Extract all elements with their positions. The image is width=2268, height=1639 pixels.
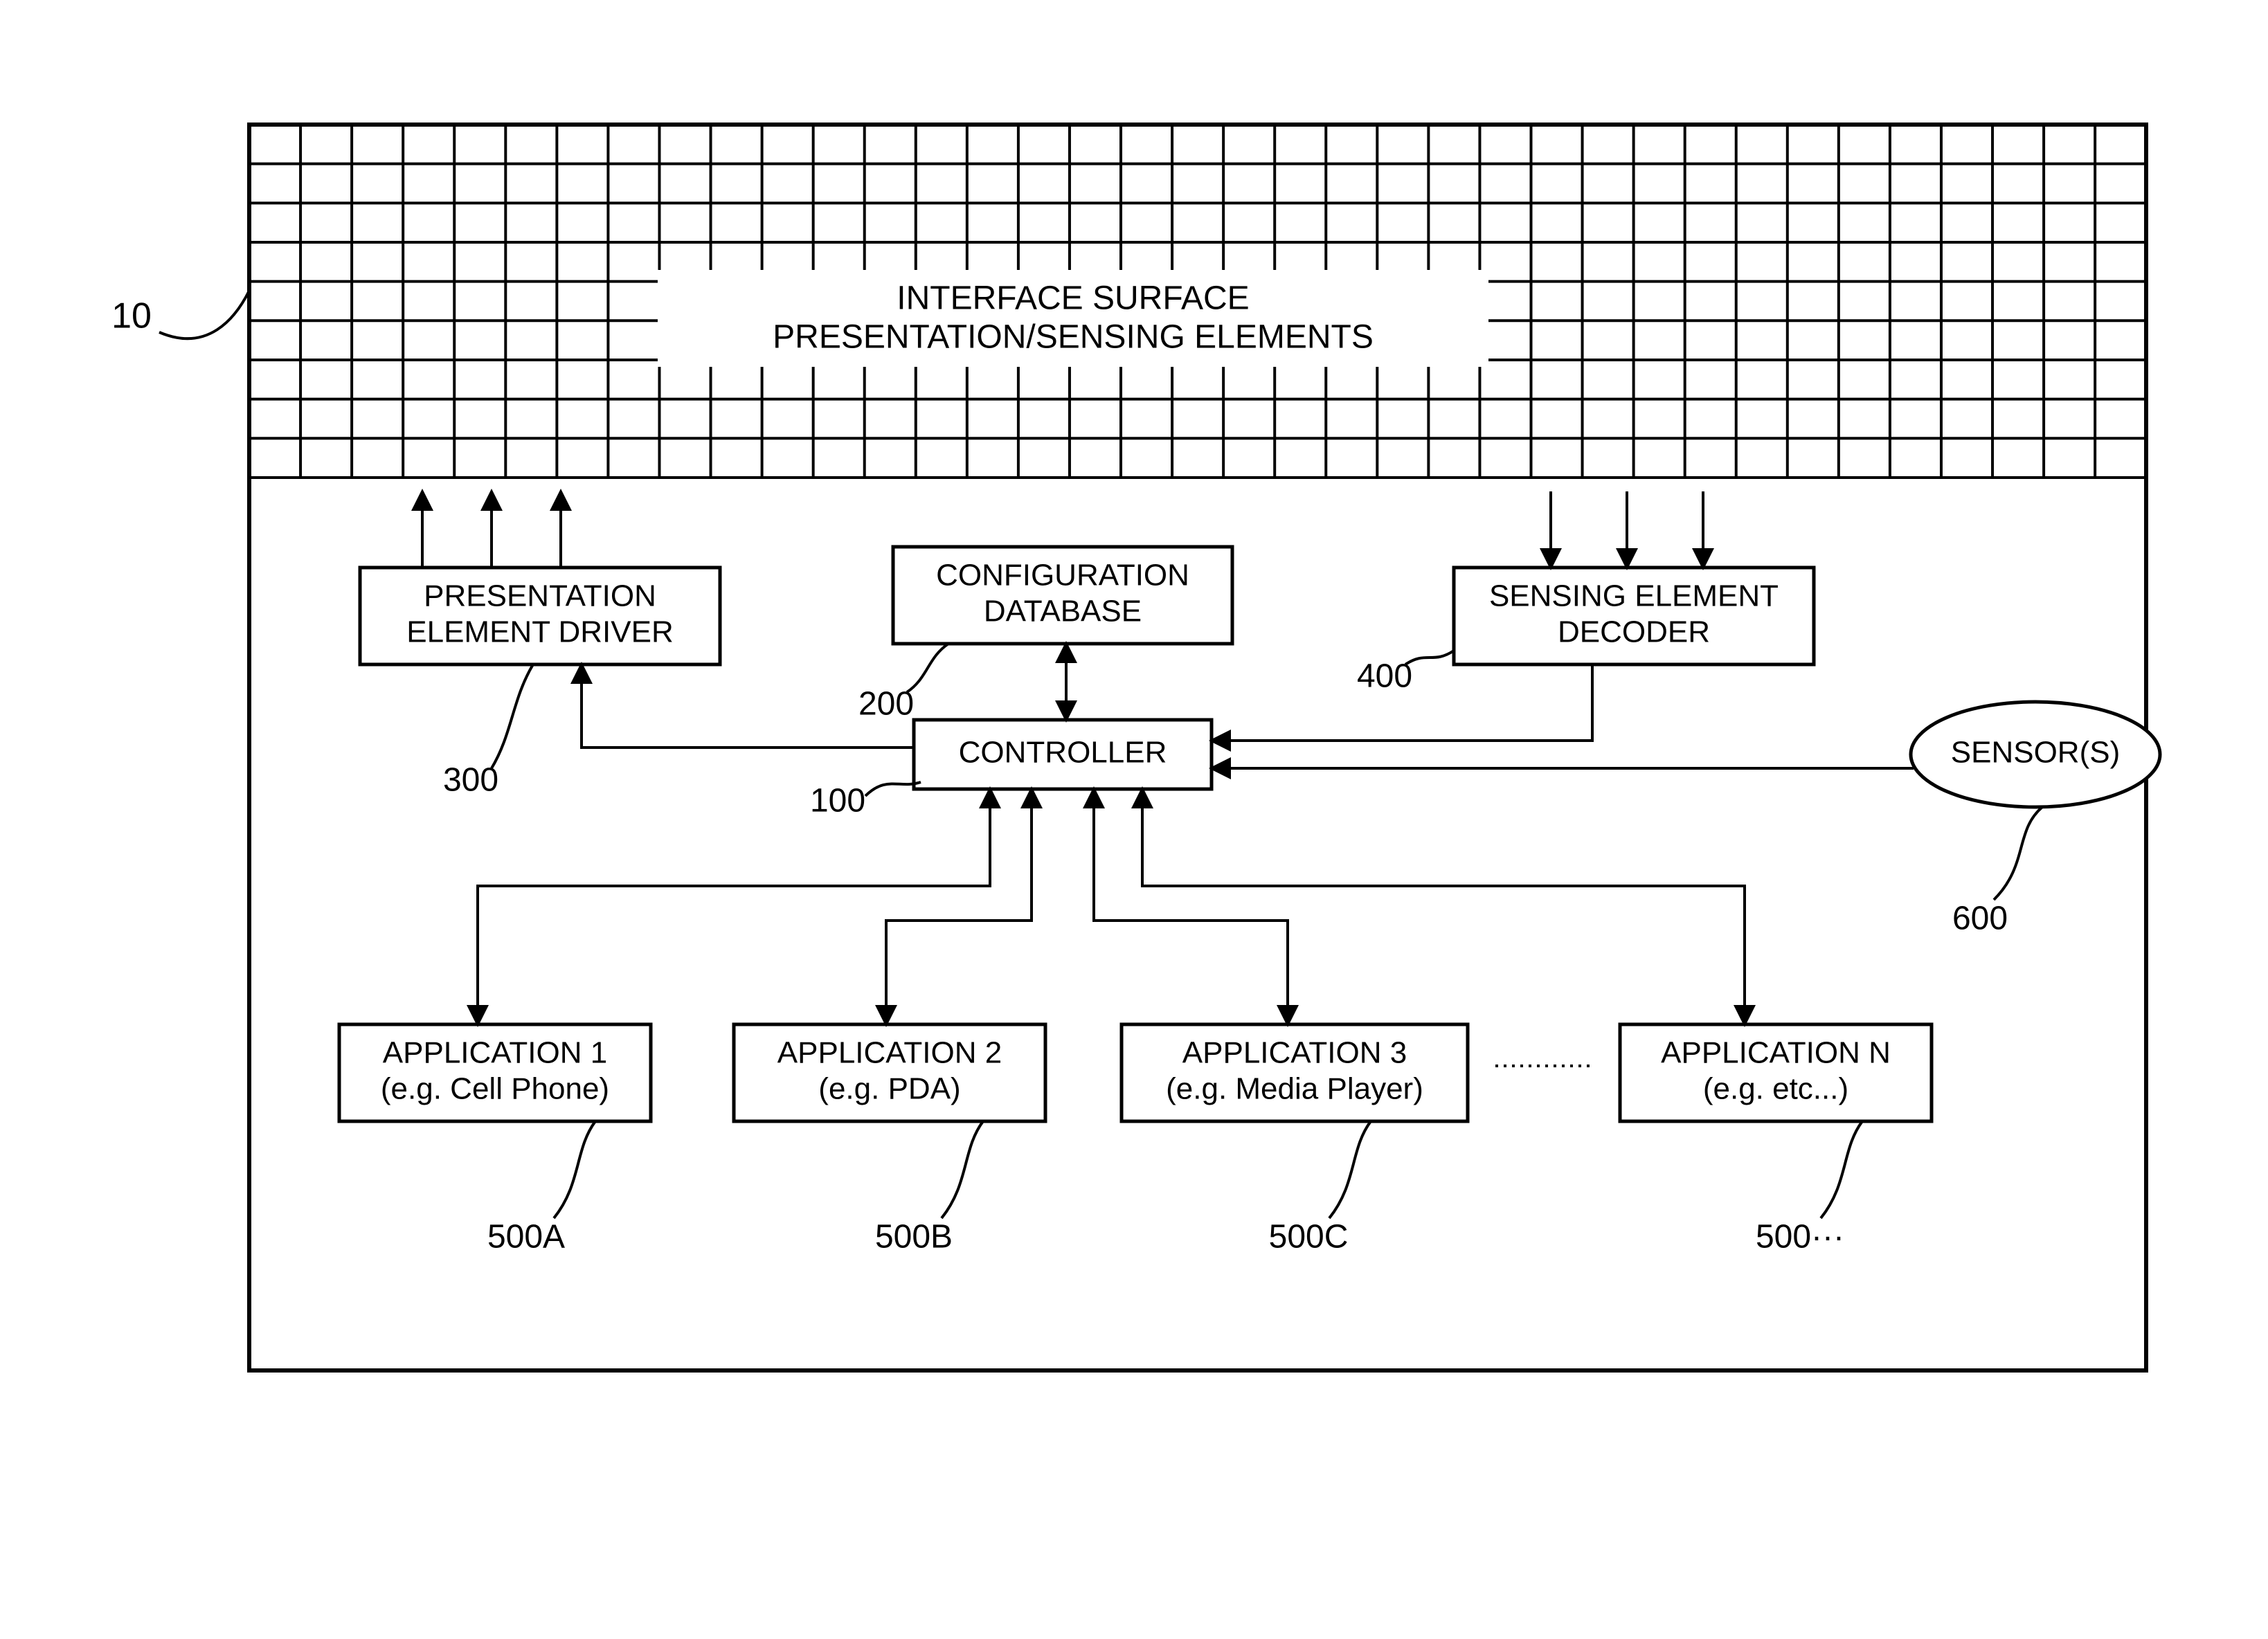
leader-500A <box>554 1121 595 1218</box>
node-app2-line1: (e.g. PDA) <box>818 1072 960 1106</box>
grid-title-line1: INTERFACE SURFACE <box>897 280 1249 317</box>
leader-10 <box>159 291 249 338</box>
node-driver-line1: ELEMENT DRIVER <box>406 615 674 649</box>
ref-num-500···: 500··· <box>1756 1219 1844 1256</box>
node-sensors-label: SENSOR(S) <box>1951 736 2120 770</box>
ref-label-10: 10 <box>111 296 152 336</box>
node-appn-line1: (e.g. etc...) <box>1703 1072 1848 1106</box>
leader-600 <box>1994 807 2042 900</box>
ref-num-100: 100 <box>810 783 865 820</box>
edge-ctrl_app3 <box>1094 789 1288 1024</box>
leader-300 <box>492 664 533 768</box>
ref-num-400: 400 <box>1357 658 1412 695</box>
leader-200 <box>907 644 948 692</box>
node-configdb-line0: CONFIGURATION <box>936 559 1189 592</box>
ref-num-200: 200 <box>858 686 914 723</box>
leader-500B <box>942 1121 983 1218</box>
grid-title-line2: PRESENTATION/SENSING ELEMENTS <box>773 319 1374 356</box>
node-app3-line1: (e.g. Media Player) <box>1166 1072 1423 1106</box>
leader-500N <box>1821 1121 1862 1218</box>
node-app3-line0: APPLICATION 3 <box>1182 1036 1407 1070</box>
ref-num-500C: 500C <box>1269 1219 1349 1256</box>
edge-ctrl_app2 <box>886 789 1032 1024</box>
ref-num-500B: 500B <box>875 1219 953 1256</box>
node-app1-line0: APPLICATION 1 <box>383 1036 607 1070</box>
edge-ctrl_app1 <box>478 789 990 1024</box>
node-decoder-line1: DECODER <box>1558 615 1710 649</box>
node-app2-line0: APPLICATION 2 <box>777 1036 1002 1070</box>
ref-num-600: 600 <box>1952 900 2008 937</box>
node-appn-line0: APPLICATION N <box>1661 1036 1891 1070</box>
edge-ctrl_appn <box>1142 789 1745 1024</box>
leader-400 <box>1405 651 1454 664</box>
node-controller-line0: CONTROLLER <box>959 736 1167 770</box>
leader-500C <box>1329 1121 1371 1218</box>
node-configdb-line1: DATABASE <box>984 595 1142 628</box>
node-decoder-line0: SENSING ELEMENT <box>1489 579 1779 613</box>
node-app1-line1: (e.g. Cell Phone) <box>381 1072 609 1106</box>
node-driver-line0: PRESENTATION <box>424 579 656 613</box>
ref-num-500A: 500A <box>487 1219 565 1256</box>
ref-num-300: 300 <box>443 762 498 799</box>
